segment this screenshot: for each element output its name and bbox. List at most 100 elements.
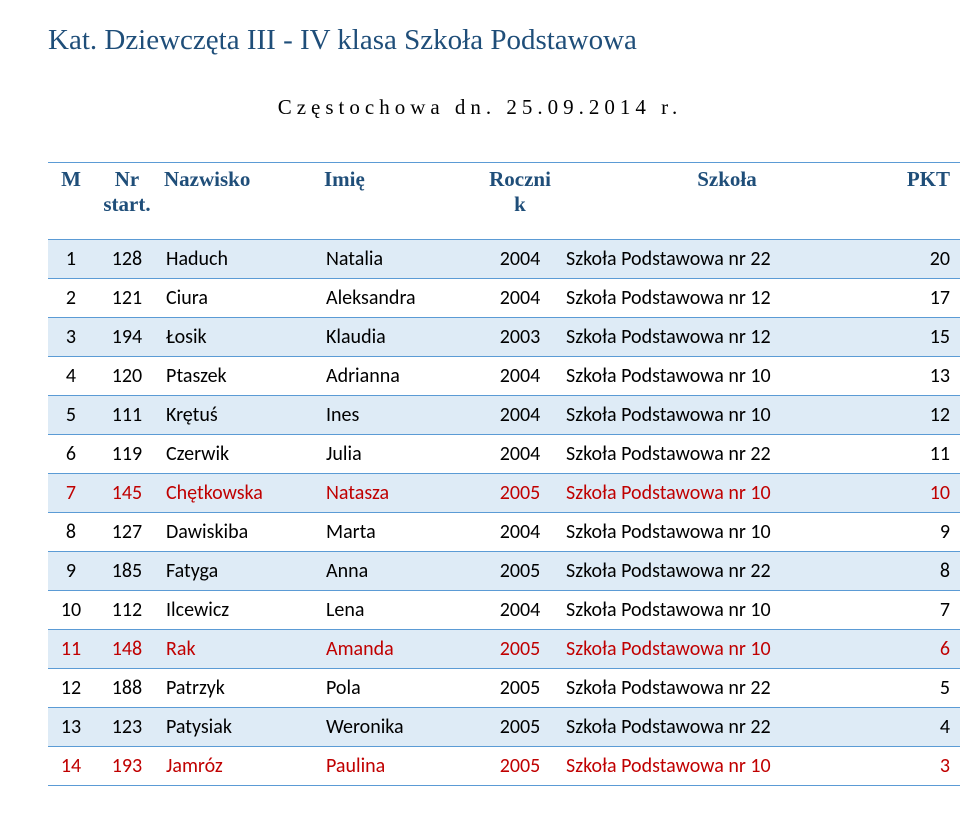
cell-pkt: 9 (894, 513, 960, 552)
cell-m: 7 (48, 474, 94, 513)
cell-year: 2004 (480, 357, 560, 396)
cell-year: 2004 (480, 279, 560, 318)
cell-school: Szkoła Podstawowa nr 12 (560, 318, 894, 357)
cell-first: Natalia (320, 240, 480, 279)
cell-pkt: 11 (894, 435, 960, 474)
table-row: 11148RakAmanda2005Szkoła Podstawowa nr 1… (48, 630, 960, 669)
cell-year: 2004 (480, 513, 560, 552)
cell-nr: 127 (94, 513, 160, 552)
page: Kat. Dziewczęta III - IV klasa Szkoła Po… (0, 0, 960, 786)
cell-first: Lena (320, 591, 480, 630)
cell-last: Patrzyk (160, 669, 320, 708)
cell-last: Czerwik (160, 435, 320, 474)
cell-year: 2003 (480, 318, 560, 357)
cell-m: 5 (48, 396, 94, 435)
cell-year: 2004 (480, 435, 560, 474)
table-row: 13123PatysiakWeronika2005Szkoła Podstawo… (48, 708, 960, 747)
cell-year: 2005 (480, 474, 560, 513)
cell-pkt: 6 (894, 630, 960, 669)
cell-m: 11 (48, 630, 94, 669)
cell-nr: 119 (94, 435, 160, 474)
table-row: 2121CiuraAleksandra2004Szkoła Podstawowa… (48, 279, 960, 318)
cell-year: 2005 (480, 669, 560, 708)
cell-year: 2004 (480, 591, 560, 630)
cell-first: Ines (320, 396, 480, 435)
cell-m: 14 (48, 747, 94, 786)
cell-nr: 128 (94, 240, 160, 279)
cell-nr: 145 (94, 474, 160, 513)
col-header-nr: Nr start. (94, 163, 160, 240)
cell-year: 2005 (480, 708, 560, 747)
cell-year: 2005 (480, 552, 560, 591)
cell-first: Klaudia (320, 318, 480, 357)
cell-nr: 194 (94, 318, 160, 357)
cell-first: Paulina (320, 747, 480, 786)
cell-school: Szkoła Podstawowa nr 12 (560, 279, 894, 318)
col-header-year: Roczni k (480, 163, 560, 240)
cell-last: Fatyga (160, 552, 320, 591)
col-header-m: M (48, 163, 94, 240)
cell-first: Natasza (320, 474, 480, 513)
table-body: 1128HaduchNatalia2004Szkoła Podstawowa n… (48, 240, 960, 786)
cell-m: 6 (48, 435, 94, 474)
cell-nr: 185 (94, 552, 160, 591)
cell-school: Szkoła Podstawowa nr 22 (560, 435, 894, 474)
cell-pkt: 12 (894, 396, 960, 435)
table-row: 3194ŁosikKlaudia2003Szkoła Podstawowa nr… (48, 318, 960, 357)
cell-school: Szkoła Podstawowa nr 22 (560, 552, 894, 591)
cell-first: Aleksandra (320, 279, 480, 318)
cell-m: 2 (48, 279, 94, 318)
cell-pkt: 7 (894, 591, 960, 630)
cell-m: 10 (48, 591, 94, 630)
cell-nr: 123 (94, 708, 160, 747)
cell-school: Szkoła Podstawowa nr 22 (560, 708, 894, 747)
cell-nr: 111 (94, 396, 160, 435)
cell-nr: 193 (94, 747, 160, 786)
cell-pkt: 5 (894, 669, 960, 708)
table-row: 10112IlcewiczLena2004Szkoła Podstawowa n… (48, 591, 960, 630)
cell-m: 8 (48, 513, 94, 552)
cell-last: Łosik (160, 318, 320, 357)
table-row: 4120PtaszekAdrianna2004Szkoła Podstawowa… (48, 357, 960, 396)
cell-pkt: 3 (894, 747, 960, 786)
cell-school: Szkoła Podstawowa nr 10 (560, 591, 894, 630)
cell-first: Pola (320, 669, 480, 708)
cell-last: Ciura (160, 279, 320, 318)
cell-nr: 120 (94, 357, 160, 396)
cell-school: Szkoła Podstawowa nr 10 (560, 474, 894, 513)
cell-pkt: 20 (894, 240, 960, 279)
cell-school: Szkoła Podstawowa nr 10 (560, 513, 894, 552)
col-header-pkt: PKT (894, 163, 960, 240)
table-row: 6119CzerwikJulia2004Szkoła Podstawowa nr… (48, 435, 960, 474)
cell-last: Patysiak (160, 708, 320, 747)
table-row: 7145ChętkowskaNatasza2005Szkoła Podstawo… (48, 474, 960, 513)
table-header-row: M Nr start. Nazwisko Imię Roczni k Szkoł… (48, 163, 960, 240)
table-row: 1128HaduchNatalia2004Szkoła Podstawowa n… (48, 240, 960, 279)
cell-m: 3 (48, 318, 94, 357)
table-row: 5111KrętuśInes2004Szkoła Podstawowa nr 1… (48, 396, 960, 435)
cell-last: Dawiskiba (160, 513, 320, 552)
table-row: 9185FatygaAnna2005Szkoła Podstawowa nr 2… (48, 552, 960, 591)
results-table: M Nr start. Nazwisko Imię Roczni k Szkoł… (48, 162, 960, 786)
cell-first: Amanda (320, 630, 480, 669)
col-header-first: Imię (320, 163, 480, 240)
cell-school: Szkoła Podstawowa nr 22 (560, 240, 894, 279)
cell-nr: 121 (94, 279, 160, 318)
cell-nr: 188 (94, 669, 160, 708)
cell-m: 4 (48, 357, 94, 396)
cell-pkt: 13 (894, 357, 960, 396)
cell-pkt: 4 (894, 708, 960, 747)
cell-last: Ilcewicz (160, 591, 320, 630)
cell-first: Julia (320, 435, 480, 474)
cell-last: Jamróz (160, 747, 320, 786)
cell-last: Ptaszek (160, 357, 320, 396)
cell-school: Szkoła Podstawowa nr 10 (560, 747, 894, 786)
cell-m: 13 (48, 708, 94, 747)
cell-school: Szkoła Podstawowa nr 22 (560, 669, 894, 708)
table-row: 14193JamrózPaulina2005Szkoła Podstawowa … (48, 747, 960, 786)
cell-year: 2004 (480, 396, 560, 435)
cell-pkt: 17 (894, 279, 960, 318)
cell-m: 12 (48, 669, 94, 708)
col-header-last: Nazwisko (160, 163, 320, 240)
cell-school: Szkoła Podstawowa nr 10 (560, 357, 894, 396)
